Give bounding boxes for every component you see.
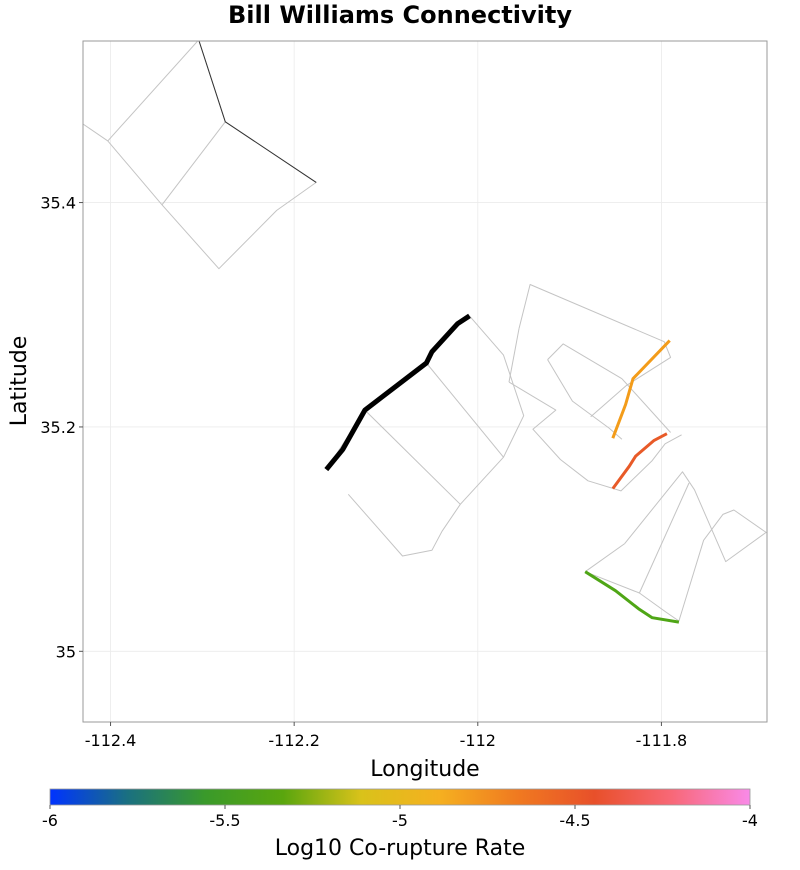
fault-outline-south-a xyxy=(585,471,767,622)
x-axis-ticks: -112.4 -112.2 -112 -111.8 xyxy=(85,722,687,750)
colorbar-ticks: -6 -5.5 -5 -4.5 -4 xyxy=(42,805,758,830)
rupture-nw-trace xyxy=(198,41,317,183)
rupture-east-trace-orange xyxy=(611,339,671,439)
rupture-south-trace-green xyxy=(584,570,680,624)
gridlines xyxy=(83,41,767,722)
x-tick-label: -112.2 xyxy=(268,731,320,750)
y-tick-label: 35 xyxy=(56,642,76,661)
colorbar-tick-label: -6 xyxy=(42,811,58,830)
x-tick-label: -112.4 xyxy=(85,731,137,750)
fault-outline-east-c xyxy=(508,381,682,492)
y-tick-label: 35.2 xyxy=(40,418,76,437)
rupture-east-trace-red xyxy=(611,432,668,490)
y-axis-ticks: 35.4 35.2 35 xyxy=(40,194,83,661)
fault-outline-central-c xyxy=(426,362,504,458)
rupture-traces xyxy=(198,41,680,624)
y-tick-label: 35.4 xyxy=(40,194,76,213)
colorbar-tick-label: -5 xyxy=(392,811,408,830)
x-axis-label: Longitude xyxy=(370,757,479,782)
fault-outline-nw-section-mid2 xyxy=(161,121,226,206)
colorbar xyxy=(49,788,751,806)
y-axis-label: Latitude xyxy=(7,336,32,427)
fault-outline-east-b xyxy=(508,328,520,383)
chart-title: Bill Williams Connectivity xyxy=(228,1,572,29)
fault-outline-east-d xyxy=(547,343,623,380)
fault-outline-south-b xyxy=(584,543,625,573)
fault-outline-central-b xyxy=(364,409,461,505)
colorbar-tick-label: -4.5 xyxy=(559,811,590,830)
plot-panel xyxy=(83,41,767,722)
fault-outline-south-c xyxy=(638,482,690,594)
rupture-bill-williams-source xyxy=(324,313,471,472)
fault-outline-nw-section-mid xyxy=(107,41,199,142)
fault-section-outlines xyxy=(83,41,767,622)
plot-panel-border xyxy=(82,40,768,723)
colorbar-label: Log10 Co-rupture Rate xyxy=(275,836,526,861)
colorbar-tick-label: -5.5 xyxy=(209,811,240,830)
x-tick-label: -112 xyxy=(460,731,496,750)
x-tick-label: -111.8 xyxy=(636,731,688,750)
colorbar-tick-label: -4 xyxy=(742,811,758,830)
fault-outline-east-a xyxy=(518,284,672,418)
